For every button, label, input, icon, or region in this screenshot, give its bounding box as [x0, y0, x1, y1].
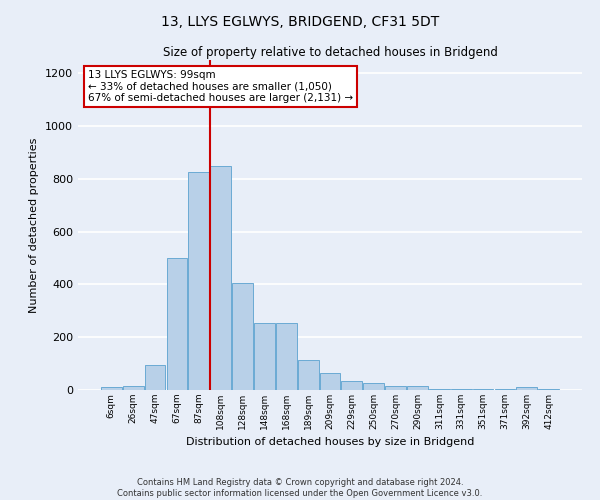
Bar — [298, 360, 319, 390]
Bar — [123, 386, 143, 390]
Bar — [473, 388, 493, 390]
Bar — [188, 172, 209, 390]
Bar — [341, 381, 362, 390]
Bar — [167, 258, 187, 390]
Text: Contains HM Land Registry data © Crown copyright and database right 2024.
Contai: Contains HM Land Registry data © Crown c… — [118, 478, 482, 498]
Bar — [517, 388, 537, 390]
Bar — [254, 322, 275, 390]
Bar — [451, 388, 472, 390]
Title: Size of property relative to detached houses in Bridgend: Size of property relative to detached ho… — [163, 46, 497, 59]
Y-axis label: Number of detached properties: Number of detached properties — [29, 138, 40, 312]
Bar — [276, 322, 296, 390]
Bar — [429, 388, 450, 390]
Bar — [232, 283, 253, 390]
Bar — [320, 373, 340, 390]
Bar — [101, 388, 122, 390]
Text: 13, LLYS EGLWYS, BRIDGEND, CF31 5DT: 13, LLYS EGLWYS, BRIDGEND, CF31 5DT — [161, 15, 439, 29]
Bar — [385, 386, 406, 390]
Bar — [407, 386, 428, 390]
Text: 13 LLYS EGLWYS: 99sqm
← 33% of detached houses are smaller (1,050)
67% of semi-d: 13 LLYS EGLWYS: 99sqm ← 33% of detached … — [88, 70, 353, 103]
Bar — [210, 166, 231, 390]
X-axis label: Distribution of detached houses by size in Bridgend: Distribution of detached houses by size … — [186, 438, 474, 448]
Bar — [538, 388, 559, 390]
Bar — [494, 388, 515, 390]
Bar — [364, 384, 384, 390]
Bar — [145, 365, 166, 390]
